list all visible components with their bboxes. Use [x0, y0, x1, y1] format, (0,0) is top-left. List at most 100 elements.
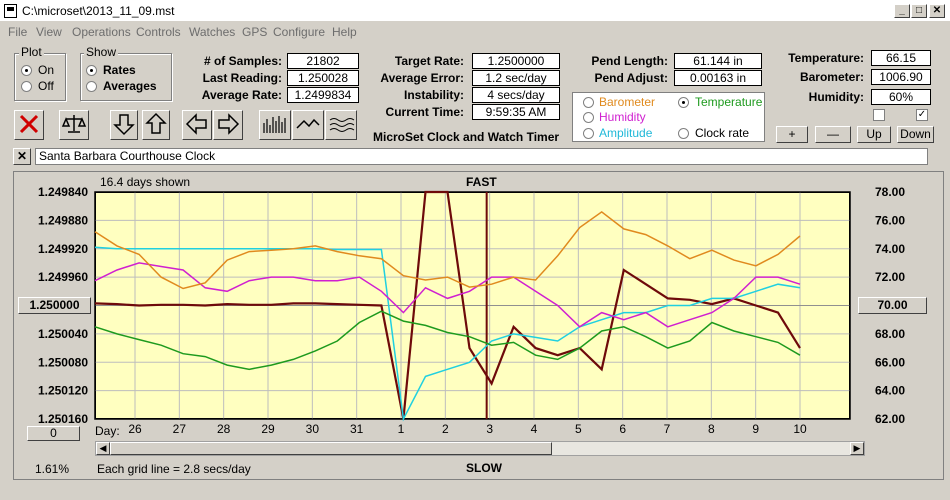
- humidity-value: 60%: [871, 89, 931, 105]
- menu-configure[interactable]: Configure: [273, 25, 326, 39]
- sensor-selector: [572, 92, 765, 142]
- x-tick-label: 9: [752, 422, 759, 436]
- series-line-1: [94, 246, 801, 422]
- x-tick-label: 30: [306, 422, 320, 436]
- show-group-label: Show: [84, 45, 119, 59]
- temperature-radio[interactable]: [678, 97, 689, 108]
- y-right-tick-label: 64.00: [875, 384, 905, 398]
- barometer-radio[interactable]: [583, 97, 594, 108]
- plot-off-radio[interactable]: [21, 81, 32, 92]
- menu-file[interactable]: File: [8, 25, 28, 39]
- scale-down-button[interactable]: Down: [897, 126, 934, 143]
- samples-label: # of Samples:: [203, 54, 282, 68]
- menu-view[interactable]: View: [36, 25, 62, 39]
- scale-minus-button[interactable]: —: [815, 126, 851, 143]
- show-group: [80, 53, 172, 101]
- menu-help[interactable]: Help: [332, 25, 357, 39]
- option-checkbox-2[interactable]: ✓: [916, 109, 928, 121]
- temperature-label: Temperature:: [788, 51, 864, 65]
- humidity-radio[interactable]: [583, 112, 594, 123]
- plot-off-label: Off: [38, 79, 54, 93]
- reset-offset-button[interactable]: 0: [27, 426, 80, 441]
- temperature-value: 66.15: [871, 50, 931, 66]
- y-right-tick-label: 62.00: [875, 412, 905, 426]
- center-rate-button[interactable]: 1.250000: [18, 297, 91, 314]
- clock-rate-radio[interactable]: [678, 128, 689, 139]
- average-rate-value: 1.2499834: [287, 87, 359, 103]
- center-sensor-button[interactable]: 70.00: [858, 297, 927, 314]
- line-graph-icon: [296, 118, 320, 129]
- current-time-label: Current Time:: [385, 105, 464, 119]
- shift-down-button[interactable]: [110, 110, 138, 140]
- scroll-track-left[interactable]: ◀: [96, 442, 110, 455]
- samples-value: 21802: [287, 53, 359, 69]
- menu-gps[interactable]: GPS: [242, 25, 268, 39]
- histogram-button[interactable]: [259, 110, 291, 140]
- y-left-tick-label: 1.249880: [38, 213, 88, 227]
- x-tick-label: 4: [531, 422, 538, 436]
- scroll-track-right[interactable]: ▶: [850, 442, 864, 455]
- series-line-4: [94, 310, 801, 371]
- y-left-tick-label: 1.249960: [38, 270, 88, 284]
- title-bar: C:\microset\2013_11_09.mst _ □ ✕: [0, 0, 950, 22]
- plot-on-radio[interactable]: [21, 65, 32, 76]
- arrow-left-icon: [185, 113, 207, 135]
- minimize-button[interactable]: _: [894, 4, 910, 18]
- pend-length-label: Pend Length:: [591, 54, 668, 68]
- arrow-down-icon: [113, 114, 135, 136]
- scroll-right-button[interactable]: [213, 110, 243, 140]
- y-right-tick-label: 78.00: [875, 185, 905, 199]
- x-tick-label: 27: [173, 422, 187, 436]
- clear-button[interactable]: [14, 110, 44, 140]
- line-graph-button[interactable]: [292, 110, 324, 140]
- x-tick-label: 26: [128, 422, 142, 436]
- scale-up-button[interactable]: Up: [857, 126, 891, 143]
- x-tick-label: 6: [619, 422, 626, 436]
- pend-length-value: 61.144 in: [674, 53, 762, 69]
- window-title: C:\microset\2013_11_09.mst: [22, 4, 175, 18]
- x-tick-label: 5: [575, 422, 582, 436]
- scroll-left-button[interactable]: [182, 110, 212, 140]
- show-rates-radio[interactable]: [86, 65, 97, 76]
- plot-frame: [94, 191, 851, 420]
- average-error-label: Average Error:: [380, 71, 464, 85]
- menu-operations[interactable]: Operations: [72, 25, 131, 39]
- wave-button[interactable]: [325, 110, 357, 140]
- plot-on-label: On: [38, 63, 55, 77]
- y-right-tick-label: 76.00: [875, 213, 905, 227]
- x-tick-label: 29: [261, 422, 275, 436]
- scrollbar-thumb[interactable]: [110, 442, 552, 455]
- maximize-button[interactable]: □: [911, 4, 927, 18]
- show-averages-radio[interactable]: [86, 81, 97, 92]
- scale-plus-button[interactable]: +: [776, 126, 808, 143]
- series-line-3: [94, 210, 801, 290]
- amplitude-radio[interactable]: [583, 128, 594, 139]
- option-checkbox-1[interactable]: [873, 109, 885, 121]
- close-clock-button[interactable]: ✕: [13, 148, 31, 165]
- target-rate-label: Target Rate:: [394, 54, 464, 68]
- x-tick-label: 7: [664, 422, 671, 436]
- percent-readout: 1.61%: [35, 462, 70, 476]
- menu-watches[interactable]: Watches: [189, 25, 236, 39]
- x-tick-label: 28: [217, 422, 231, 436]
- pend-adjust-value: 0.00163 in: [674, 70, 762, 86]
- show-rates-label: Rates: [103, 63, 136, 77]
- x-tick-label: 8: [708, 422, 715, 436]
- amplitude-option-label: Amplitude: [599, 126, 653, 140]
- balance-button[interactable]: [59, 110, 89, 140]
- menu-controls[interactable]: Controls: [136, 25, 181, 39]
- current-time-value: 9:59:35 AM: [472, 104, 560, 120]
- close-button[interactable]: ✕: [929, 4, 945, 18]
- x-tick-label: 1: [398, 422, 405, 436]
- target-rate-value: 1.2500000: [472, 53, 560, 69]
- arrow-up-icon: [145, 112, 167, 134]
- x-tick-label: 10: [793, 422, 807, 436]
- barometer-label: Barometer:: [799, 70, 864, 84]
- shift-up-button[interactable]: [142, 110, 170, 140]
- histogram-icon: [263, 116, 286, 133]
- temperature-option-label: Temperature: [695, 95, 763, 109]
- y-right-tick-label: 74.00: [875, 242, 905, 256]
- clock-name-field[interactable]: Santa Barbara Courthouse Clock: [35, 148, 928, 165]
- y-left-tick-label: 1.250040: [38, 327, 88, 341]
